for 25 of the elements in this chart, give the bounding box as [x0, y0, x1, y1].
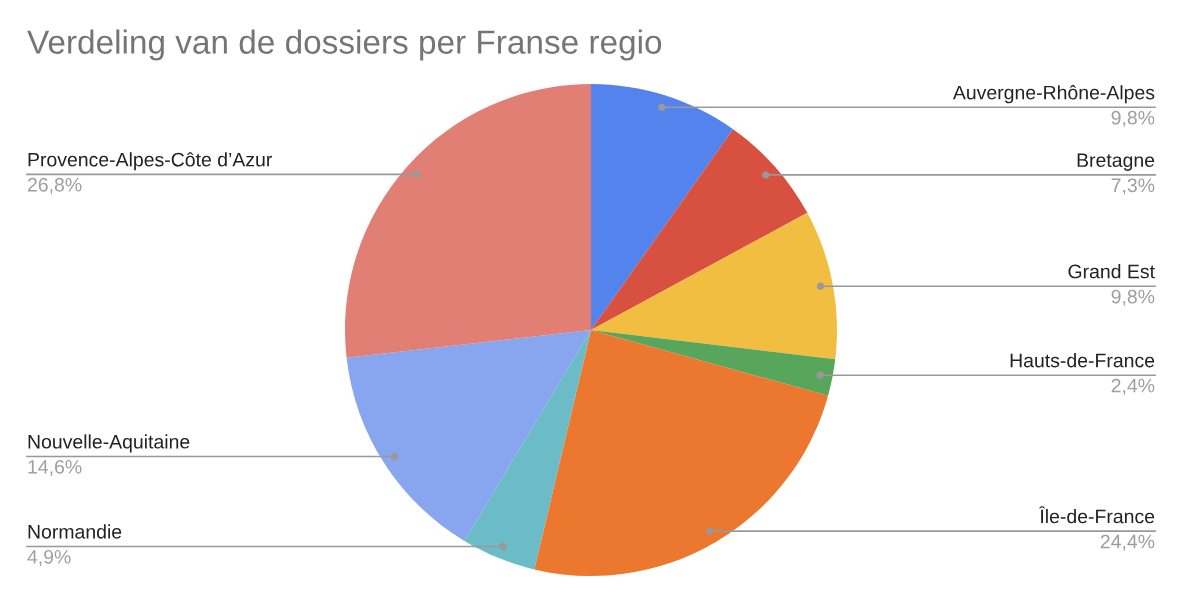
data-label: 4,9%	[27, 549, 71, 567]
pie-slice	[345, 84, 591, 358]
slice-label: Auvergne-Rhône-Alpes	[952, 85, 1155, 104]
pie-slice	[591, 84, 734, 330]
data-label: 26,8%	[27, 177, 82, 194]
slice-label: Bretagne	[1077, 153, 1155, 171]
pie-slice	[346, 330, 591, 541]
pie-slice	[464, 330, 591, 570]
data-label: 24,4%	[1100, 534, 1155, 551]
pie-slice	[591, 129, 808, 330]
slice-label: Hauts-de-France	[1010, 353, 1155, 368]
slice-label: Île-de-France	[1038, 506, 1155, 524]
data-label: 7,3%	[1111, 178, 1155, 195]
data-label: 2,4%	[1111, 378, 1155, 395]
slice-label: Nouvelle-Aquitaine	[28, 434, 190, 453]
pie-slice	[534, 330, 829, 576]
chart-title: Verdeling van de dossiers per Franse regio	[27, 29, 662, 61]
slice-label: Normandie	[28, 524, 122, 539]
pie-slice	[591, 212, 837, 360]
slice-label: Provence-Alpes-Côte d’Azur	[28, 152, 272, 171]
data-label: 9,8%	[1111, 110, 1155, 127]
data-label: 14,6%	[28, 459, 82, 477]
slice-label: Grand Est	[1068, 264, 1155, 279]
pie-slice	[591, 330, 836, 396]
data-label: 9,8%	[1111, 289, 1155, 306]
